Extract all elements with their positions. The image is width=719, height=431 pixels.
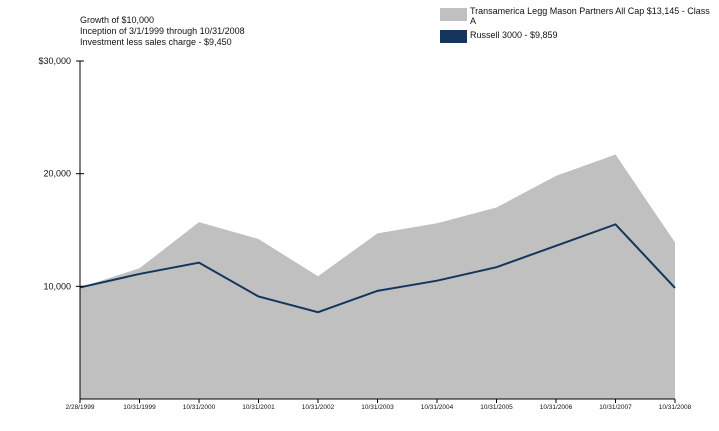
y-tick-label: 20,000 <box>43 169 71 179</box>
y-tick-label: 10,000 <box>43 281 71 291</box>
y-tick-label: $30,000 <box>38 56 71 66</box>
x-tick-label: 10/31/2002 <box>302 404 335 411</box>
chart-legend: Transamerica Legg Mason Partners All Cap… <box>440 6 715 44</box>
x-tick-label: 10/31/2008 <box>659 404 692 411</box>
chart-subtitle-sales-charge: Investment less sales charge - $9,450 <box>80 37 232 47</box>
legend-item-fund: Transamerica Legg Mason Partners All Cap… <box>440 6 715 26</box>
x-tick-label: 10/31/2003 <box>361 404 394 411</box>
x-tick-label: 10/31/2000 <box>183 404 216 411</box>
x-tick-label: 10/31/2001 <box>242 404 275 411</box>
series-line-benchmark <box>79 223 676 314</box>
chart-title-block: Growth of $10,000 Inception of 3/1/1999 … <box>80 15 245 48</box>
x-tick-label: 10/31/1999 <box>123 404 156 411</box>
x-tick-label: 2/28/1999 <box>66 404 95 411</box>
chart-subtitle-period: Inception of 3/1/1999 through 10/31/2008 <box>80 26 245 36</box>
chart-title: Growth of $10,000 <box>80 15 155 25</box>
series-area-fund <box>80 154 675 399</box>
legend-item-benchmark: Russell 3000 - $9,859 <box>440 30 715 43</box>
legend-label-fund: Transamerica Legg Mason Partners All Cap… <box>470 6 710 26</box>
legend-swatch-benchmark <box>440 30 467 43</box>
x-tick-label: 10/31/2007 <box>599 404 632 411</box>
legend-swatch-fund <box>440 8 467 21</box>
x-tick-label: 10/31/2005 <box>480 404 513 411</box>
legend-label-benchmark: Russell 3000 - $9,859 <box>470 30 558 40</box>
x-tick-label: 10/31/2004 <box>421 404 454 411</box>
x-tick-label: 10/31/2006 <box>540 404 573 411</box>
